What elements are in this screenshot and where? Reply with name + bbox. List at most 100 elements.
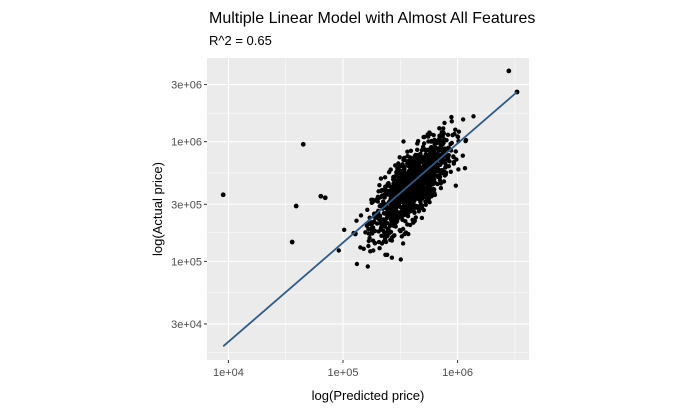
data-point <box>453 127 458 132</box>
data-point <box>387 205 392 210</box>
data-point <box>354 261 360 267</box>
data-point <box>427 152 433 157</box>
data-point <box>460 153 465 158</box>
data-point <box>389 255 395 260</box>
data-point <box>397 228 402 233</box>
data-point <box>423 199 429 204</box>
data-point <box>398 180 403 186</box>
data-point <box>412 218 417 223</box>
data-point <box>388 167 393 172</box>
data-point <box>410 205 415 211</box>
data-point <box>449 114 454 120</box>
data-point <box>460 117 466 122</box>
data-point <box>414 153 419 159</box>
data-point <box>365 264 370 269</box>
data-point <box>427 172 432 177</box>
outlier-point <box>506 68 512 74</box>
fit-line-layer <box>222 91 518 348</box>
data-point <box>442 146 447 151</box>
data-point <box>455 134 461 140</box>
data-point <box>446 145 451 150</box>
data-point <box>399 171 404 176</box>
data-point <box>402 201 407 206</box>
axis-ticks: 1e+04 1e+05 1e+06 3e+04 1e+05 3e+05 1e+06 3e+06 <box>171 80 473 379</box>
data-point <box>436 173 441 178</box>
data-point <box>427 180 433 185</box>
data-point <box>448 169 453 174</box>
data-point <box>407 195 412 200</box>
data-point <box>397 200 402 205</box>
data-point <box>398 164 403 169</box>
data-point <box>441 179 447 184</box>
data-point <box>431 133 436 138</box>
data-point <box>411 183 416 188</box>
data-point <box>422 194 427 200</box>
data-point <box>385 252 390 257</box>
data-point <box>414 161 420 166</box>
data-point <box>456 129 462 134</box>
data-point <box>370 199 375 204</box>
data-point <box>379 194 384 200</box>
data-point <box>416 209 422 214</box>
data-point <box>395 171 400 177</box>
data-point <box>431 176 437 182</box>
data-point <box>427 160 432 166</box>
data-point <box>462 166 468 171</box>
data-point <box>433 166 438 171</box>
data-point <box>401 209 406 215</box>
data-point <box>435 181 440 187</box>
data-point <box>365 207 370 212</box>
data-point <box>392 233 397 238</box>
data-point <box>378 221 384 226</box>
data-point <box>441 126 446 131</box>
data-point <box>449 119 454 124</box>
data-point <box>451 161 456 166</box>
data-point <box>456 167 461 172</box>
data-point <box>437 178 443 183</box>
data-point <box>418 199 423 205</box>
data-point <box>405 149 410 154</box>
data-point <box>422 134 427 140</box>
outlier-point <box>293 203 299 209</box>
data-point <box>382 175 388 180</box>
data-point <box>420 179 425 184</box>
data-point <box>415 195 421 200</box>
y-tick-label: 1e+06 <box>171 137 202 149</box>
data-point <box>407 222 413 228</box>
data-point <box>425 175 430 180</box>
data-point <box>400 184 405 189</box>
data-point <box>438 185 444 191</box>
data-point <box>369 226 374 231</box>
data-point <box>385 210 391 215</box>
data-point <box>440 133 445 139</box>
chart-subtitle: R^2 = 0.65 <box>209 33 272 48</box>
outlier-point <box>289 239 295 245</box>
data-point <box>418 159 424 164</box>
data-point <box>414 165 419 171</box>
data-point <box>397 155 402 160</box>
data-point <box>439 130 444 135</box>
data-point <box>444 138 449 143</box>
data-point <box>400 241 406 246</box>
data-point <box>410 174 415 179</box>
data-point <box>421 141 427 146</box>
data-point <box>399 234 404 239</box>
data-point <box>410 199 415 204</box>
data-point <box>374 221 380 226</box>
data-point <box>393 224 398 229</box>
data-point <box>471 114 476 119</box>
fit-line <box>222 91 518 348</box>
chart-title: Multiple Linear Model with Almost All Fe… <box>209 10 535 27</box>
data-point <box>421 186 426 191</box>
data-point <box>336 248 341 253</box>
y-axis-title: log(Actual price) <box>150 162 165 256</box>
data-point <box>431 187 437 192</box>
data-point <box>453 183 458 188</box>
data-point <box>439 139 444 144</box>
data-point <box>430 173 435 178</box>
data-point <box>389 188 394 194</box>
data-point <box>385 192 390 197</box>
data-point <box>406 231 411 237</box>
x-axis-title: log(Predicted price) <box>312 388 425 403</box>
data-point <box>438 168 443 173</box>
